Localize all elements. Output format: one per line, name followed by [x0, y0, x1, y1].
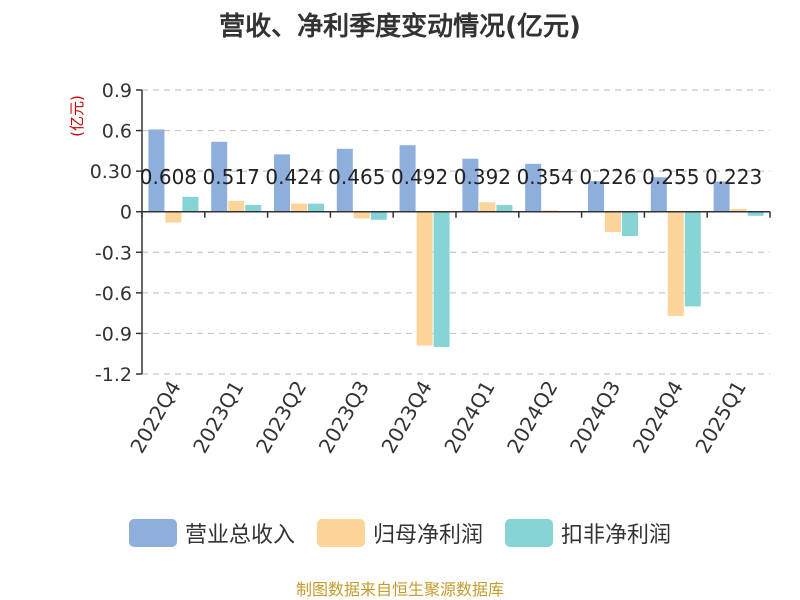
y-tick-label: -0.3: [95, 242, 132, 264]
legend-swatch-net-profit: [316, 519, 365, 547]
bar-net-profit: [605, 211, 621, 232]
data-label-revenue: 0.255: [642, 165, 699, 189]
y-axis-unit-label: (亿元): [68, 95, 86, 137]
bar-net-profit: [667, 211, 684, 316]
y-tick-label: -1.2: [95, 364, 132, 386]
bar-net-profit: [228, 200, 245, 212]
x-category-label: 2022Q4: [125, 377, 185, 458]
axis-layer: 0.9 0.6 0.30 0 -0.3 -0.6 -0.9 -1.2: [90, 80, 771, 386]
legend-swatch-revenue: [128, 519, 177, 547]
legend-item-deducted-profit[interactable]: 扣非净利润: [505, 517, 671, 549]
bar-deducted-profit: [308, 203, 324, 212]
bar-deducted-profit: [433, 211, 450, 347]
bar-layer: [148, 129, 764, 347]
bar-deducted-profit: [182, 196, 199, 212]
bar-net-profit: [165, 211, 182, 223]
y-tick-label: 0.6: [102, 121, 132, 143]
legend-label-deducted-profit: 扣非净利润: [561, 523, 672, 548]
data-source-note: 制图数据来自恒生聚源数据库: [295, 580, 504, 599]
bar-revenue: [399, 145, 416, 212]
x-category-label: 2024Q2: [502, 377, 562, 458]
x-category-label: 2024Q3: [565, 377, 625, 458]
data-label-revenue: 0.223: [705, 165, 762, 189]
data-label-revenue: 0.492: [391, 165, 448, 189]
data-label-revenue: 0.226: [579, 165, 636, 189]
y-tick-label: 0: [120, 202, 132, 224]
grid-layer: [142, 89, 770, 375]
bar-revenue: [336, 148, 353, 212]
chart-title: 营收、净利季度变动情况(亿元): [219, 12, 581, 42]
x-category-label: 2023Q3: [314, 377, 374, 458]
x-category-label: 2023Q2: [251, 377, 311, 458]
bar-deducted-profit: [747, 211, 764, 216]
bar-deducted-profit: [245, 204, 262, 212]
y-tick-label: -0.9: [95, 323, 132, 345]
legend-label-net-profit: 归母净利润: [372, 523, 483, 548]
legend-label-revenue: 营业总收入: [184, 523, 295, 548]
bar-revenue: [588, 181, 604, 212]
bar-revenue: [274, 154, 290, 212]
x-category-label: 2023Q4: [376, 377, 436, 458]
legend-swatch-deducted-profit: [505, 519, 553, 547]
y-tick-label: 0.30: [90, 161, 132, 183]
bar-deducted-profit: [370, 211, 387, 220]
bar-deducted-profit: [622, 211, 638, 237]
data-label-revenue: 0.392: [454, 165, 511, 189]
bar-net-profit: [479, 202, 496, 212]
bar-revenue: [148, 129, 165, 212]
bar-revenue: [650, 177, 667, 212]
data-label-revenue: 0.608: [140, 165, 197, 189]
data-label-revenue: 0.465: [328, 165, 385, 189]
data-label-revenue: 0.354: [517, 165, 574, 189]
bar-revenue: [525, 163, 542, 212]
x-category-label: 2023Q1: [188, 377, 248, 458]
bar-revenue: [211, 141, 228, 212]
bar-net-profit: [416, 211, 433, 346]
y-tick-label: 0.9: [102, 80, 132, 102]
bar-revenue: [713, 181, 730, 212]
x-category-label: 2025Q1: [690, 377, 750, 458]
x-category-label: 2024Q1: [439, 377, 499, 458]
bar-deducted-profit: [684, 211, 701, 307]
bar-net-profit: [730, 209, 747, 212]
legend-item-net-profit[interactable]: 归母净利润: [316, 517, 483, 549]
bar-deducted-profit: [496, 204, 513, 212]
legend-item-revenue[interactable]: 营业总收入: [128, 517, 295, 549]
data-label-revenue: 0.424: [265, 165, 322, 189]
y-tick-label: -0.6: [95, 283, 132, 305]
x-category-label: 2024Q4: [628, 377, 688, 458]
bar-net-profit: [353, 211, 370, 219]
data-label-revenue: 0.517: [203, 165, 260, 189]
bar-net-profit: [291, 203, 307, 212]
bar-revenue: [462, 158, 479, 212]
legend: 营业总收入 归母净利润 扣非净利润: [0, 517, 800, 549]
